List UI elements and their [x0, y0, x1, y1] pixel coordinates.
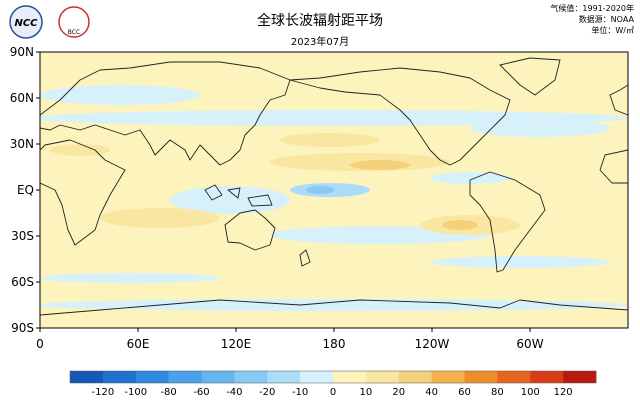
colorbar-label: 80	[491, 387, 504, 398]
colorbar-label: 40	[425, 387, 438, 398]
colorbar-swatch	[563, 371, 597, 383]
lat-label: 90N	[10, 45, 34, 59]
colorbar-swatch	[398, 371, 432, 383]
colorbar-label: -100	[124, 387, 147, 398]
lon-label: 180	[323, 337, 346, 351]
colorbar-label: -80	[160, 387, 176, 398]
ncc-logo-text: NCC	[14, 18, 38, 29]
colorbar-swatch	[267, 371, 301, 383]
colorbar-swatch	[431, 371, 465, 383]
note: 气候值：1991-2020年	[550, 3, 634, 13]
title: 全球长波辐射距平场	[257, 12, 383, 29]
colorbar-label: -60	[193, 387, 209, 398]
colorbar-swatch	[168, 371, 202, 383]
colorbar-frame	[69, 370, 597, 384]
lon-label: 120E	[221, 337, 252, 351]
lat-label: 30N	[10, 137, 34, 151]
colorbar-label: 20	[392, 387, 405, 398]
colorbar-label: 10	[360, 387, 373, 398]
bcc-logo	[58, 6, 90, 38]
colorbar-swatch	[300, 371, 334, 383]
anomaly-shading	[40, 85, 628, 311]
colorbar-label: -120	[92, 387, 115, 398]
colorbar-swatch	[530, 371, 564, 383]
colorbar-swatch	[201, 371, 235, 383]
colorbar-label: 0	[330, 387, 336, 398]
colorbar-label: -10	[292, 387, 308, 398]
coastlines	[40, 57, 628, 316]
subtitle: 2023年07月	[291, 35, 349, 48]
lon-label: 60E	[127, 337, 150, 351]
colorbar-swatch	[102, 371, 137, 383]
colorbar-label: 120	[554, 387, 573, 398]
colorbar-swatch	[135, 371, 169, 383]
logos: NCC BCC	[9, 5, 90, 39]
note: 单位：W/㎡	[591, 25, 634, 35]
lon-label: 60W	[516, 337, 543, 351]
ncc-logo	[9, 5, 43, 39]
map-field	[40, 52, 628, 328]
lon-label: 120W	[415, 337, 450, 351]
colorbar-label: -40	[226, 387, 242, 398]
colorbar-swatch	[234, 371, 268, 383]
colorbar-swatch	[464, 371, 498, 383]
colorbar: -120 -100 -80 -60 -40 -20 -10 0 10 20 40 60 80 100 120	[69, 370, 597, 398]
lat-label: 60S	[11, 275, 34, 289]
note: 数据源：NOAA	[579, 14, 635, 24]
colorbar-swatch	[70, 371, 104, 383]
colorbar-label: 60	[458, 387, 471, 398]
lat-label: EQ	[17, 183, 34, 197]
colorbar-label: 100	[521, 387, 540, 398]
colorbar-swatch	[497, 371, 531, 383]
lat-label: 60N	[10, 91, 34, 105]
lon-label: 0	[36, 337, 44, 351]
colorbar-swatch	[333, 371, 367, 383]
colorbar-swatch	[365, 371, 400, 383]
lat-label: 30S	[11, 229, 34, 243]
bcc-logo-text: BCC	[68, 29, 80, 36]
lat-label: 90S	[11, 321, 34, 335]
colorbar-label: -20	[259, 387, 275, 398]
